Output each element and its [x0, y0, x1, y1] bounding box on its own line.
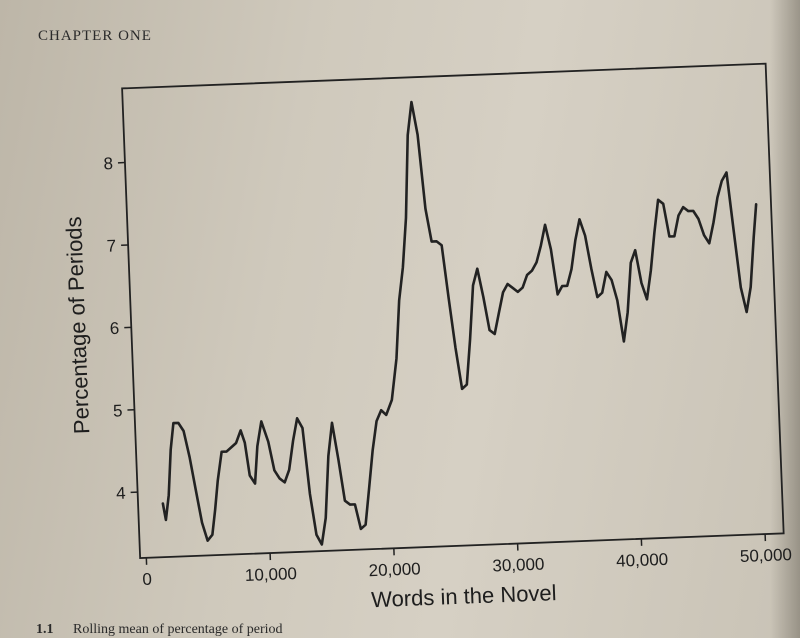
y-tick-label: 8	[103, 154, 113, 173]
y-tick-label: 6	[109, 319, 119, 338]
x-tick-label: 20,000	[368, 559, 421, 580]
figure-caption-text: Rolling mean of percentage of period	[73, 622, 283, 637]
y-tick-label: 4	[116, 484, 126, 503]
x-axis: 0 10,000 20,000 30,000 40,000 50,000	[142, 534, 793, 589]
figure-number: 1.1	[36, 622, 54, 637]
x-tick-label: 40,000	[616, 550, 669, 571]
x-tick-label: 30,000	[492, 555, 545, 576]
y-axis-label: Percentage of Periods	[61, 216, 94, 435]
x-tick-label: 10,000	[245, 564, 298, 585]
y-tick-label: 7	[106, 236, 116, 255]
plot-frame	[121, 62, 785, 559]
x-tick-label: 50,000	[740, 545, 793, 566]
x-axis-label: Words in the Novel	[371, 580, 557, 612]
x-tick-label: 0	[142, 570, 152, 589]
running-head: CHAPTER ONE	[38, 28, 152, 44]
y-tick-label: 5	[113, 401, 123, 420]
series-line	[161, 100, 758, 546]
y-axis: 4 5 6 7 8	[103, 154, 138, 503]
figure-caption: 1.1 Rolling mean of percentage of period	[36, 622, 636, 638]
